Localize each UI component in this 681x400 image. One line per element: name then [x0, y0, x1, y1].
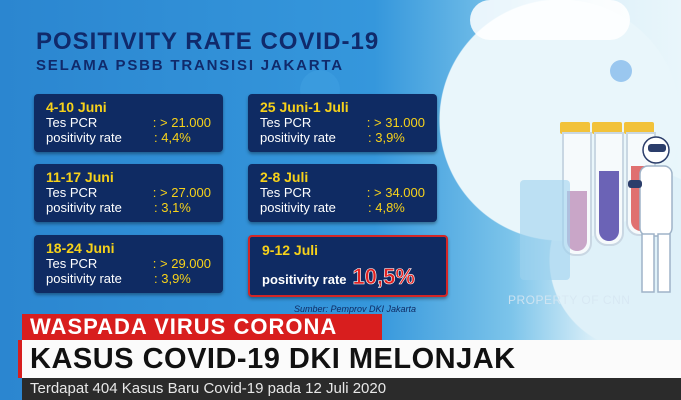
rate-label: positivity rate: [46, 271, 122, 286]
pcr-label: Tes PCR: [260, 185, 312, 200]
test-tube: [594, 132, 624, 246]
title-line-1: POSITIVITY RATE COVID-19: [36, 28, 380, 55]
pcr-value: : > 31.000: [366, 115, 425, 130]
highlight-rate-value: 10,5%: [352, 264, 415, 290]
pcr-label: Tes PCR: [260, 115, 312, 130]
rate-value: : 3,9%: [368, 130, 405, 145]
pcr-label: Tes PCR: [46, 256, 98, 271]
pcr-value: : > 34.000: [366, 185, 425, 200]
pcr-value: : > 27.000: [152, 185, 211, 200]
pcr-label: Tes PCR: [46, 185, 98, 200]
rate-value: : 3,9%: [154, 271, 191, 286]
pcr-label: Tes PCR: [46, 115, 98, 130]
lab-illustration: [520, 110, 681, 310]
rate-label: positivity rate: [46, 130, 122, 145]
pcr-value: : > 21.000: [152, 115, 211, 130]
highlight-card: 9-12 Juli positivity rate 10,5%: [248, 235, 448, 297]
pcr-value: : > 29.000: [152, 256, 211, 271]
rate-value: : 4,4%: [154, 130, 191, 145]
rate-value: : 4,8%: [368, 200, 405, 215]
lab-equipment: [520, 180, 570, 280]
card-date: 18-24 Juni: [46, 240, 115, 256]
week-card: 11-17 Juni Tes PCR : > 27.000 positivity …: [34, 164, 223, 222]
title-line-2: SELAMA PSBB TRANSISI JAKARTA: [36, 57, 344, 74]
week-card: 18-24 Juni Tes PCR : > 29.000 positivity …: [34, 235, 223, 293]
week-card: 4-10 Juni Tes PCR : > 21.000 positivity r…: [34, 94, 223, 152]
card-date: 11-17 Juni: [46, 169, 114, 185]
rate-label: positivity rate: [260, 200, 336, 215]
cloud-decoration: [470, 0, 630, 40]
week-card: 2-8 Juli Tes PCR : > 34.000 positivity ra…: [248, 164, 437, 222]
watermark: PROPERTY OF CNN: [508, 293, 631, 307]
lab-worker-icon: [628, 136, 673, 293]
highlight-date: 9-12 Juli: [262, 242, 319, 258]
ticker-headline: KASUS COVID-19 DKI MELONJAK: [22, 340, 681, 378]
tube-cap: [592, 122, 622, 134]
ticker-kicker: WASPADA VIRUS CORONA: [22, 314, 382, 340]
rate-value: : 3,1%: [154, 200, 191, 215]
week-card: 25 Juni-1 Juli Tes PCR : > 31.000 positiv…: [248, 94, 437, 152]
source-credit: Sumber: Pemprov DKI Jakarta: [294, 304, 417, 314]
page-title: POSITIVITY RATE COVID-19 SELAMA PSBB TRA…: [36, 28, 380, 74]
card-date: 4-10 Juni: [46, 99, 107, 115]
tube-cap: [624, 122, 654, 134]
card-date: 25 Juni-1 Juli: [260, 99, 349, 115]
ticker-subline: Terdapat 404 Kasus Baru Covid-19 pada 12…: [22, 378, 681, 400]
ticker-accent: [18, 340, 22, 378]
virus-decoration: [610, 60, 632, 82]
card-date: 2-8 Juli: [260, 169, 309, 185]
rate-label: positivity rate: [46, 200, 122, 215]
highlight-rate-label: positivity rate: [262, 272, 347, 287]
tube-cap: [560, 122, 590, 134]
rate-label: positivity rate: [260, 130, 336, 145]
